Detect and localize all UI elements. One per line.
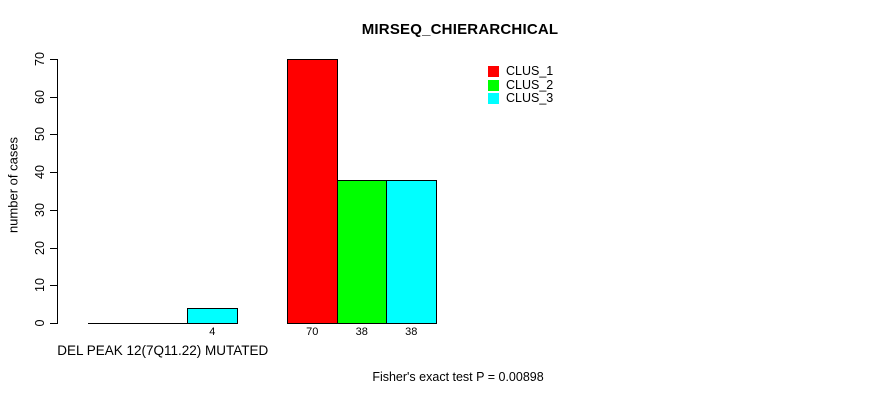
- y-axis-tick-text: 50: [33, 127, 47, 141]
- bar-value-label: 38: [405, 326, 418, 338]
- y-axis-tick-text: 70: [33, 52, 47, 66]
- footer-stat-text: Fisher's exact test P = 0.00898: [372, 370, 544, 384]
- bar-clus_2: [336, 180, 387, 324]
- legend-row: CLUS_3: [488, 91, 554, 106]
- legend-label: CLUS_2: [506, 77, 554, 92]
- bar-clus_3: [386, 180, 437, 324]
- y-axis-tick-text: 60: [33, 90, 47, 104]
- y-axis-line: [57, 59, 58, 324]
- y-axis-tick-text: 0: [33, 319, 47, 327]
- y-axis-tick: [50, 134, 57, 135]
- bar-value-label: 38: [355, 326, 368, 338]
- bar-clus_3: [187, 308, 238, 324]
- bar-clus_1: [287, 59, 338, 324]
- y-axis-tick: [50, 172, 57, 173]
- bar-value-label: 4: [209, 326, 216, 338]
- legend-label: CLUS_1: [506, 64, 554, 78]
- bar-clus_1: [88, 323, 139, 324]
- x-axis-group-label: DEL PEAK 12(7Q11.22) MUTATED: [57, 343, 269, 358]
- legend: CLUS_1 CLUS_2 CLUS_3: [488, 64, 554, 106]
- y-axis-tick: [50, 323, 57, 324]
- y-axis-tick-text: 10: [33, 278, 47, 292]
- legend-swatch-clus_1: [488, 66, 499, 78]
- y-axis-tick-text: 40: [33, 165, 47, 179]
- bar-value-label: 70: [306, 326, 319, 338]
- chart-title: MIRSEQ_CHIERARCHICAL: [361, 21, 559, 38]
- legend-row: CLUS_2: [488, 77, 554, 93]
- legend-swatch-clus_2: [488, 79, 499, 91]
- y-axis-tick: [50, 97, 57, 98]
- legend-row: CLUS_1: [488, 64, 554, 79]
- y-axis-tick: [50, 59, 57, 60]
- y-axis-tick: [50, 285, 57, 286]
- y-axis-tick: [50, 210, 57, 211]
- y-axis-tick-text: 20: [33, 241, 47, 255]
- bar-clus_2: [137, 323, 188, 324]
- y-axis-tick: [50, 248, 57, 249]
- y-axis-tick-text: 30: [33, 203, 47, 217]
- legend-swatch-clus_3: [488, 93, 499, 105]
- legend-label: CLUS_3: [506, 91, 554, 105]
